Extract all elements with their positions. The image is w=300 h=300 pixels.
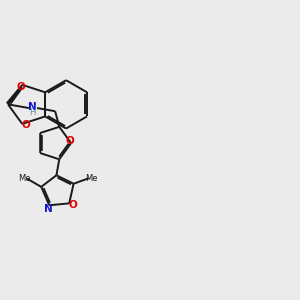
Text: O: O xyxy=(22,120,30,130)
Text: N: N xyxy=(28,102,37,112)
Text: Me: Me xyxy=(18,174,31,183)
Text: O: O xyxy=(65,136,74,146)
Text: O: O xyxy=(16,82,25,92)
Text: N: N xyxy=(44,204,53,214)
Text: Me: Me xyxy=(85,174,98,183)
Text: H: H xyxy=(29,108,36,117)
Text: O: O xyxy=(68,200,77,210)
